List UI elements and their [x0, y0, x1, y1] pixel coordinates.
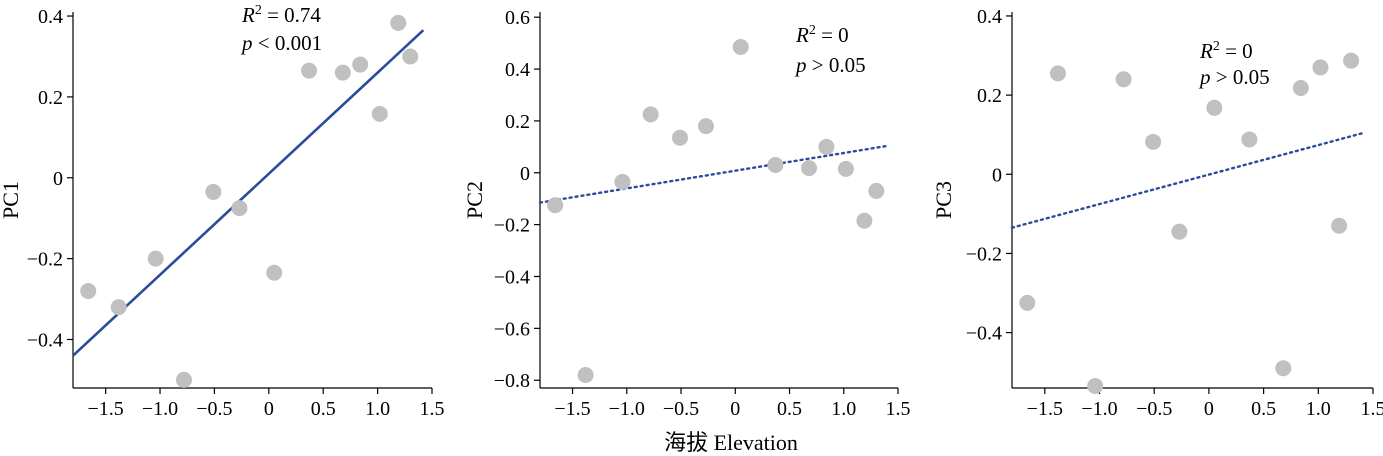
data-point	[732, 39, 749, 56]
data-point	[371, 105, 388, 122]
x-tick-label: −1.0	[609, 398, 645, 420]
panel-pc2: −1.5 −1.0 −0.5 0 0.5 1.0 1.5 −0.8 −0.6 −0.4 −0.2 0 0…	[462, 7, 911, 420]
data-point	[856, 212, 873, 229]
data-point	[231, 200, 248, 217]
x-tick-label: 0.5	[311, 398, 336, 420]
panel-pc1: −1.5 −1.0 −0.5 0 0.5 1.0 1.5 −0.4 −0.2 0 0.2 0.4 PC1…	[0, 3, 445, 420]
y-tick-label: 0.4	[38, 6, 63, 28]
data-point	[402, 48, 419, 65]
data-point	[837, 160, 854, 177]
x-tick-label: 0	[730, 398, 740, 420]
data-point	[577, 367, 594, 384]
data-point	[1241, 131, 1258, 148]
data-point	[697, 118, 714, 135]
y-tick-label: 0.4	[977, 6, 1002, 28]
data-point	[1312, 59, 1329, 76]
x-tick-label: 1.0	[1306, 398, 1331, 420]
data-point	[1019, 294, 1036, 311]
data-point	[175, 371, 192, 388]
data-point	[1171, 223, 1188, 240]
y-tick-label: −0.6	[494, 318, 530, 340]
data-point	[801, 160, 818, 177]
data-point	[205, 183, 222, 200]
data-point	[642, 106, 659, 123]
x-tick-label: 1.0	[365, 398, 390, 420]
x-tick-label: −0.5	[1136, 398, 1172, 420]
y-axis-label: PC2	[462, 181, 487, 219]
y-tick-label: 0.2	[977, 85, 1002, 107]
y-axis-label: PC1	[0, 181, 23, 219]
p-value-annotation: p > 0.05	[1198, 65, 1270, 89]
data-point	[818, 138, 835, 155]
data-point	[1087, 378, 1104, 395]
fit-line	[538, 144, 891, 204]
data-point	[614, 173, 631, 190]
y-tick-label: −0.4	[494, 266, 530, 288]
data-point	[1049, 65, 1066, 82]
x-tick-label: −0.5	[196, 398, 232, 420]
y-tick-label: −0.4	[27, 329, 63, 351]
x-tick-label: −0.5	[663, 398, 699, 420]
r2-annotation: R2 = 0	[795, 23, 849, 47]
y-tick-label: 0.2	[38, 87, 63, 109]
y-tick-label: −0.2	[494, 215, 530, 237]
data-point	[671, 129, 688, 146]
x-tick-label: 1.5	[886, 398, 911, 420]
data-point	[301, 62, 318, 79]
x-tick-label: 1.0	[831, 398, 856, 420]
y-tick-label: −0.4	[966, 323, 1002, 345]
data-point	[147, 250, 164, 267]
y-axis-label: PC3	[931, 181, 956, 219]
data-point	[1343, 52, 1360, 69]
data-point	[110, 299, 127, 316]
data-point	[1206, 99, 1223, 116]
fit-line	[72, 29, 425, 357]
y-tick-label: −0.2	[966, 243, 1002, 265]
data-point	[1292, 79, 1309, 96]
x-tick-label: −1.5	[1027, 398, 1063, 420]
y-tick-label: 0.6	[505, 7, 530, 29]
y-tick-label: 0	[520, 163, 530, 185]
x-tick-label: 0.5	[777, 398, 802, 420]
data-point	[1331, 217, 1348, 234]
y-tick-label: −0.2	[27, 249, 63, 271]
data-point	[1145, 133, 1162, 150]
data-point	[547, 197, 564, 214]
y-tick-label: 0	[53, 168, 63, 190]
data-point	[80, 282, 97, 299]
data-point	[266, 264, 283, 281]
p-value-annotation: p < 0.001	[240, 31, 322, 55]
x-tick-label: −1.5	[87, 398, 123, 420]
p-value-annotation: p > 0.05	[794, 53, 866, 77]
data-point	[334, 64, 351, 81]
data-point	[767, 156, 784, 173]
y-tick-label: 0	[992, 164, 1002, 186]
x-tick-label: 0	[1204, 398, 1214, 420]
x-tick-label: 0.5	[1251, 398, 1276, 420]
x-tick-label: −1.0	[1081, 398, 1117, 420]
x-tick-label: 1.5	[1361, 398, 1383, 420]
y-tick-label: 0.2	[505, 111, 530, 133]
y-tick-label: 0.4	[505, 59, 530, 81]
fit-line	[1010, 131, 1366, 229]
r2-annotation: R2 = 0	[1199, 39, 1253, 63]
data-point	[352, 56, 369, 73]
x-tick-label: 0	[264, 398, 274, 420]
data-point	[390, 14, 407, 31]
y-tick-label: −0.8	[494, 370, 530, 392]
data-point	[1115, 71, 1132, 88]
panel-pc3: −1.5 −1.0 −0.5 0 0.5 1.0 1.5 −0.4 −0.2 0 0.2 0.4 PC3…	[931, 6, 1383, 420]
data-point	[868, 182, 885, 199]
x-tick-label: −1.5	[554, 398, 590, 420]
x-tick-label: 1.5	[420, 398, 445, 420]
data-point	[1275, 360, 1292, 377]
x-axis-label: 海拔 Elevation	[664, 430, 798, 455]
r2-annotation: R2 = 0.74	[241, 3, 321, 27]
x-tick-label: −1.0	[142, 398, 178, 420]
